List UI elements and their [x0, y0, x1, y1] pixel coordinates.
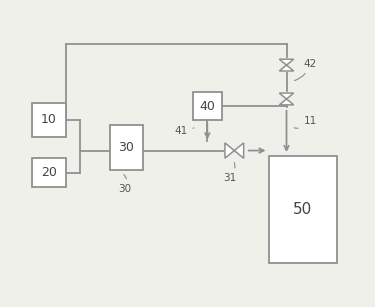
FancyBboxPatch shape [110, 125, 142, 170]
Polygon shape [279, 65, 294, 71]
FancyBboxPatch shape [193, 92, 222, 120]
Text: 30: 30 [118, 175, 132, 194]
FancyBboxPatch shape [268, 157, 337, 262]
Polygon shape [234, 143, 244, 158]
FancyBboxPatch shape [32, 103, 66, 137]
Text: 20: 20 [41, 166, 57, 179]
Polygon shape [225, 143, 234, 158]
Text: 11: 11 [294, 116, 316, 128]
Text: 41: 41 [175, 126, 194, 136]
Polygon shape [279, 99, 294, 105]
FancyBboxPatch shape [32, 158, 66, 187]
Text: 40: 40 [200, 100, 215, 113]
Text: 31: 31 [224, 163, 237, 184]
Polygon shape [279, 93, 294, 99]
Text: 50: 50 [293, 202, 312, 217]
Polygon shape [279, 59, 294, 65]
Text: 10: 10 [41, 113, 57, 126]
Text: 42: 42 [295, 59, 316, 80]
Text: 30: 30 [118, 141, 134, 154]
